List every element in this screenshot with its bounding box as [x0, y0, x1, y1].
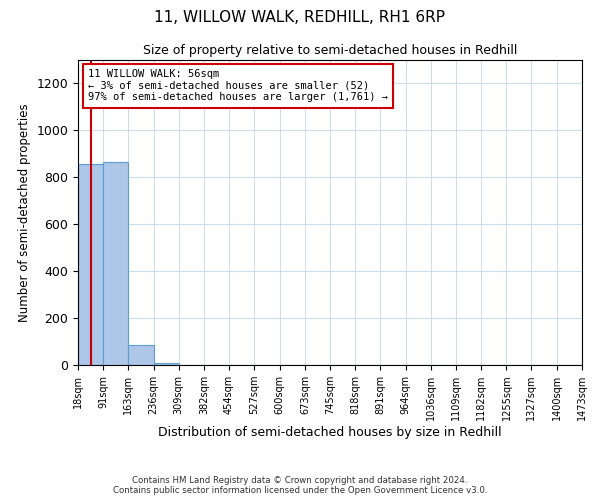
Bar [128, 345, 154, 365]
Bar [103, 162, 128, 365]
Bar [154, 363, 179, 365]
Y-axis label: Number of semi-detached properties: Number of semi-detached properties [18, 103, 31, 322]
Title: Size of property relative to semi-detached houses in Redhill: Size of property relative to semi-detach… [143, 44, 517, 58]
Text: 11, WILLOW WALK, REDHILL, RH1 6RP: 11, WILLOW WALK, REDHILL, RH1 6RP [155, 10, 445, 25]
X-axis label: Distribution of semi-detached houses by size in Redhill: Distribution of semi-detached houses by … [158, 426, 502, 439]
Bar [78, 164, 103, 365]
Text: 11 WILLOW WALK: 56sqm
← 3% of semi-detached houses are smaller (52)
97% of semi-: 11 WILLOW WALK: 56sqm ← 3% of semi-detac… [88, 69, 388, 102]
Text: Contains HM Land Registry data © Crown copyright and database right 2024.
Contai: Contains HM Land Registry data © Crown c… [113, 476, 487, 495]
